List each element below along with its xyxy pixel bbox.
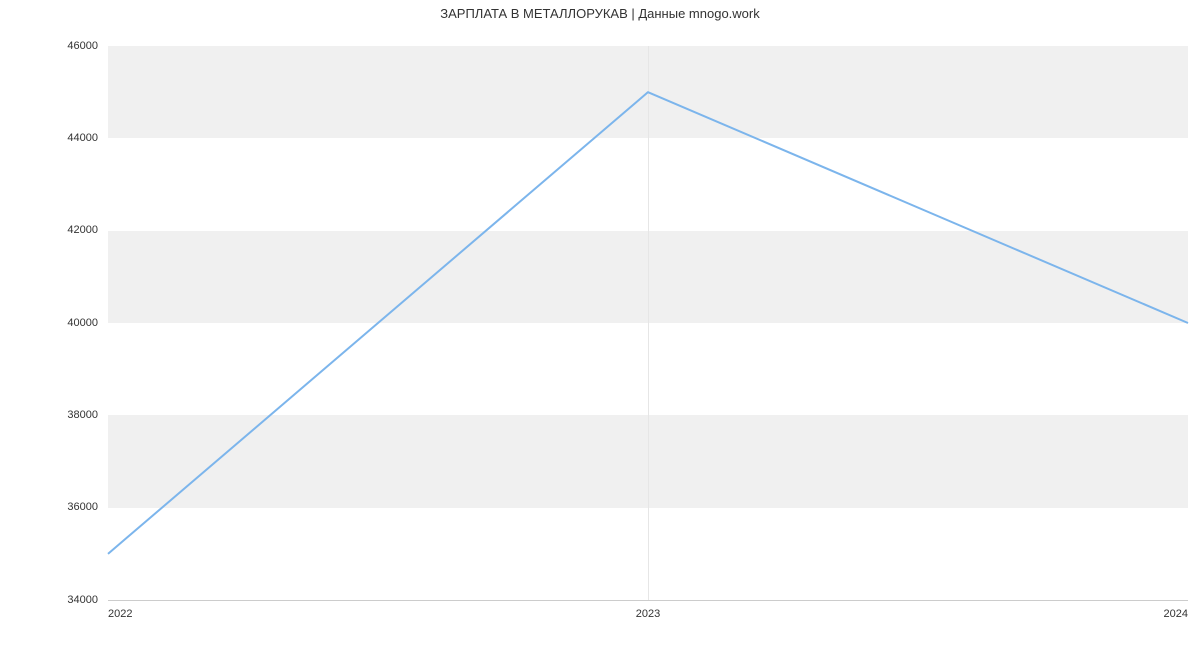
series-line xyxy=(108,46,1188,600)
salary-chart: ЗАРПЛАТА В МЕТАЛЛОРУКАВ | Данные mnogo.w… xyxy=(0,0,1200,650)
y-tick-label: 38000 xyxy=(67,409,98,421)
y-tick-label: 42000 xyxy=(67,224,98,236)
y-tick-label: 36000 xyxy=(67,501,98,513)
x-axis-line xyxy=(108,600,1188,601)
chart-title: ЗАРПЛАТА В МЕТАЛЛОРУКАВ | Данные mnogo.w… xyxy=(0,6,1200,21)
plot-area: 3400036000380004000042000440004600020222… xyxy=(108,46,1188,600)
x-tick-label: 2022 xyxy=(108,608,132,620)
y-tick-label: 44000 xyxy=(67,132,98,144)
y-tick-label: 34000 xyxy=(67,594,98,606)
x-tick-label: 2024 xyxy=(1164,608,1188,620)
y-tick-label: 40000 xyxy=(67,317,98,329)
y-tick-label: 46000 xyxy=(67,40,98,52)
x-tick-label: 2023 xyxy=(636,608,660,620)
